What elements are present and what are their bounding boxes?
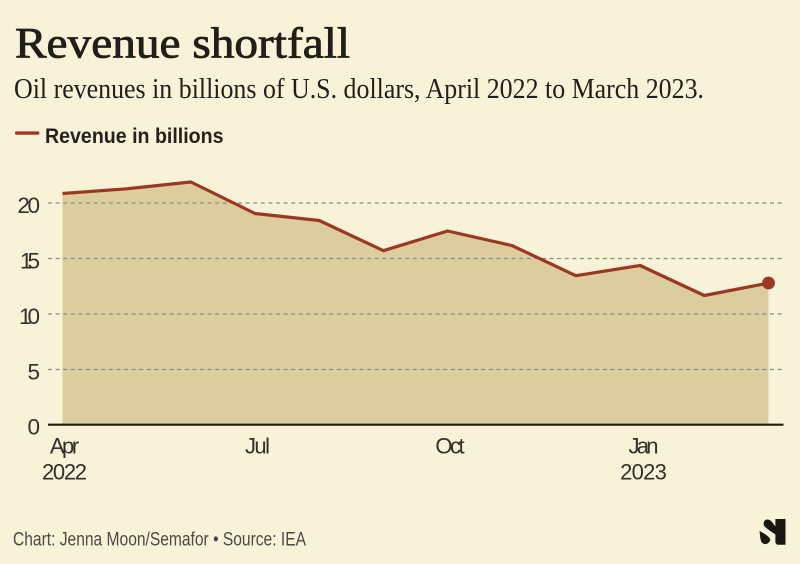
svg-text:Revenue shortfall: Revenue shortfall — [15, 20, 350, 68]
svg-text:Jan: Jan — [629, 433, 659, 458]
svg-text:15: 15 — [20, 249, 40, 274]
svg-text:2022: 2022 — [42, 460, 87, 485]
svg-text:2023: 2023 — [620, 460, 667, 485]
svg-text:Chart: Jenna Moon/Semafor • So: Chart: Jenna Moon/Semafor • Source: IEA — [13, 530, 306, 551]
svg-text:Apr: Apr — [50, 433, 79, 458]
svg-text:Oct: Oct — [435, 433, 464, 458]
svg-text:20: 20 — [17, 193, 40, 218]
svg-text:10: 10 — [19, 304, 40, 329]
svg-text:Oil revenues in billions of U.: Oil revenues in billions of U.S. dollars… — [14, 73, 704, 105]
svg-text:Revenue in billions: Revenue in billions — [45, 125, 224, 148]
svg-text:5: 5 — [27, 360, 40, 385]
svg-text:0: 0 — [27, 415, 40, 440]
svg-text:Jul: Jul — [245, 433, 270, 458]
